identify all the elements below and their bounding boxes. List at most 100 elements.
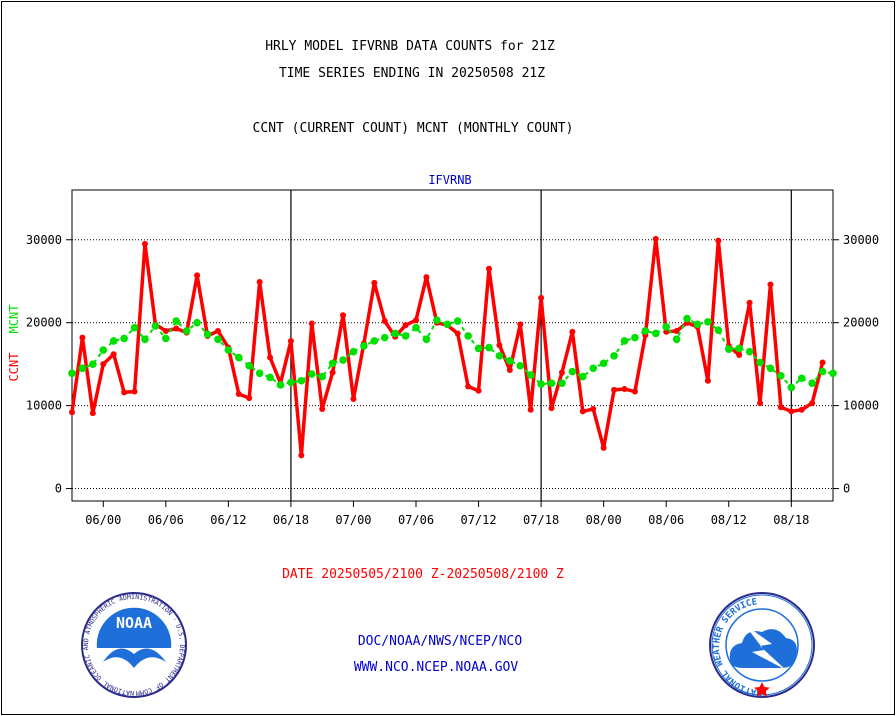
mcnt-point bbox=[495, 352, 504, 360]
y-tick-label-right: 30000 bbox=[843, 233, 879, 247]
ccnt-point bbox=[110, 351, 117, 358]
chart-header-line3: CCNT (CURRENT COUNT) MCNT (MONTHLY COUNT… bbox=[253, 121, 574, 136]
ccnt-point bbox=[819, 359, 826, 366]
ccnt-point bbox=[381, 318, 388, 325]
mcnt-point bbox=[370, 337, 379, 345]
svg-text:NATIONAL OCEANIC AND ATMOSPHER: NATIONAL OCEANIC AND ATMOSPHERIC ADMINIS… bbox=[0, 0, 186, 697]
mcnt-point bbox=[787, 383, 796, 392]
ccnt-point bbox=[652, 235, 659, 242]
ccnt-point bbox=[141, 240, 148, 247]
mcnt-point bbox=[380, 333, 389, 342]
mcnt-point bbox=[735, 344, 743, 353]
mcnt-point bbox=[797, 374, 806, 383]
mcnt-point bbox=[130, 323, 139, 332]
ccnt-point bbox=[371, 279, 378, 286]
mcnt-point bbox=[808, 379, 816, 388]
nws-lightning-icon bbox=[744, 624, 786, 670]
y-tick-label-left: 20000 bbox=[26, 316, 62, 330]
x-tick-label: 07/18 bbox=[523, 513, 559, 527]
noaa-bird-icon bbox=[103, 648, 166, 668]
ccnt-point bbox=[413, 317, 420, 324]
x-tick-label: 06/18 bbox=[273, 513, 309, 527]
mcnt-point bbox=[693, 320, 702, 329]
ccnt-point bbox=[214, 327, 221, 334]
mcnt-point bbox=[547, 379, 556, 388]
y-tick-label-left: 10000 bbox=[26, 399, 62, 413]
y-tick-label-right: 10000 bbox=[843, 399, 879, 413]
y-tick-label-left: 0 bbox=[55, 482, 62, 496]
mcnt-point bbox=[193, 318, 201, 327]
ccnt-point bbox=[631, 388, 638, 395]
ccnt-point bbox=[423, 274, 430, 281]
ccnt-point bbox=[475, 387, 482, 394]
ccnt-point bbox=[673, 327, 680, 334]
mcnt-point bbox=[276, 381, 285, 389]
noaa-logo: NATIONAL OCEANIC AND ATMOSPHERIC ADMINIS… bbox=[0, 0, 187, 698]
ccnt-point bbox=[704, 377, 711, 384]
chart-header-line1: HRLY MODEL IFVRNB DATA COUNTS for 21Z bbox=[265, 39, 555, 54]
ccnt-point bbox=[267, 354, 274, 361]
ccnt-point bbox=[767, 281, 774, 288]
ccnt-point bbox=[350, 395, 357, 402]
ccnt-point bbox=[319, 405, 326, 412]
mcnt-point bbox=[568, 367, 577, 376]
ccnt-point bbox=[496, 342, 503, 349]
mcnt-point bbox=[443, 320, 452, 329]
ccnt-line bbox=[70, 237, 825, 458]
ccnt-point bbox=[100, 361, 107, 368]
ccnt-point bbox=[569, 328, 576, 335]
ccnt-point bbox=[194, 272, 201, 279]
mcnt-point bbox=[391, 329, 399, 338]
noaa-ring-text: NATIONAL OCEANIC AND ATMOSPHERIC ADMINIS… bbox=[0, 0, 186, 697]
mcnt-point bbox=[766, 364, 775, 373]
ccnt-point bbox=[621, 386, 628, 393]
x-tick-label: 08/18 bbox=[773, 513, 809, 527]
mcnt-point bbox=[255, 369, 264, 378]
ccnt-point bbox=[527, 406, 534, 413]
noaa-wordmark: NOAA bbox=[116, 614, 152, 632]
nws-logo: NATIONAL WEATHER SERVICE bbox=[709, 592, 815, 698]
mcnt-point bbox=[266, 373, 274, 382]
website-link[interactable]: WWW.NCO.NCEP.NOAA.GOV bbox=[354, 660, 519, 675]
mcnt-point bbox=[339, 356, 347, 364]
ccnt-point bbox=[131, 388, 138, 395]
mcnt-point bbox=[620, 337, 629, 345]
ccnt-point bbox=[256, 279, 263, 286]
mcnt-point bbox=[78, 364, 87, 373]
ccnt-point bbox=[809, 400, 816, 407]
chart-header-line2: TIME SERIES ENDING IN 20250508 21Z bbox=[279, 66, 545, 81]
ccnt-point bbox=[579, 408, 586, 415]
mcnt-point bbox=[360, 342, 368, 350]
x-tick-label: 08/12 bbox=[711, 513, 747, 527]
mcnt-point bbox=[589, 364, 598, 373]
ccnt-point bbox=[402, 322, 409, 329]
ccnt-point bbox=[517, 321, 524, 328]
mcnt-point bbox=[745, 347, 754, 356]
plot-area bbox=[71, 189, 834, 502]
mcnt-point bbox=[777, 371, 785, 380]
x-tick-label: 07/06 bbox=[398, 513, 434, 527]
mcnt-point bbox=[683, 314, 691, 323]
mcnt-point bbox=[724, 345, 733, 354]
y-axis-label-ccnt: CCNT bbox=[7, 353, 21, 382]
mcnt-point bbox=[297, 376, 306, 385]
mcnt-point bbox=[641, 327, 650, 335]
mcnt-point bbox=[162, 334, 170, 343]
grid-lines bbox=[72, 239, 833, 490]
mcnt-point bbox=[506, 357, 514, 365]
mcnt-point bbox=[422, 335, 431, 344]
mcnt-point bbox=[89, 360, 97, 368]
ccnt-point bbox=[506, 366, 513, 373]
ccnt-point bbox=[798, 406, 805, 413]
mcnt-point bbox=[245, 362, 254, 370]
mcnt-point bbox=[307, 370, 316, 378]
mcnt-point bbox=[704, 318, 712, 326]
x-tick-label: 06/00 bbox=[85, 513, 121, 527]
mcnt-point bbox=[464, 332, 472, 340]
mcnt-point bbox=[412, 323, 420, 332]
org-path-link[interactable]: DOC/NOAA/NWS/NCEP/NCO bbox=[358, 634, 523, 649]
ccnt-point bbox=[538, 294, 545, 301]
y-tick-label-right: 0 bbox=[843, 482, 850, 496]
mcnt-point bbox=[172, 317, 181, 325]
